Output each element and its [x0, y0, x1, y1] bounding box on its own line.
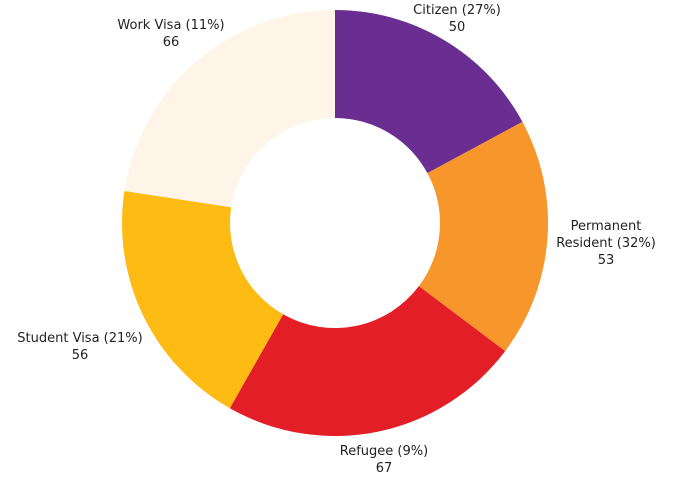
slice-value-refugee: 67: [376, 461, 393, 476]
labels-group: Citizen (27%) 50 Permanent Resident (32%) 53…: [17, 3, 656, 476]
slice-citizen[interactable]: [335, 10, 523, 174]
slice-label-permanent-resident-line-2: Resident (32%): [556, 236, 656, 251]
slice-permanent-resident[interactable]: [418, 121, 549, 352]
slice-label-work-visa: Work Visa (11%): [117, 18, 224, 33]
slice-label-refugee: Refugee (9%): [340, 444, 428, 459]
slices-group: [121, 10, 549, 436]
slice-refugee[interactable]: [229, 286, 506, 436]
slice-label-student-visa: Student Visa (21%): [17, 331, 142, 346]
slice-label-citizen: Citizen (27%): [413, 3, 501, 18]
slice-work-visa[interactable]: [124, 10, 335, 208]
slice-value-permanent-resident: 53: [598, 253, 615, 268]
slice-value-student-visa: 56: [72, 348, 89, 363]
slice-value-work-visa: 66: [163, 35, 180, 50]
slice-label-permanent-resident-line-1: Permanent: [571, 219, 642, 234]
slice-value-citizen: 50: [449, 20, 466, 35]
slice-student-visa[interactable]: [121, 191, 284, 409]
